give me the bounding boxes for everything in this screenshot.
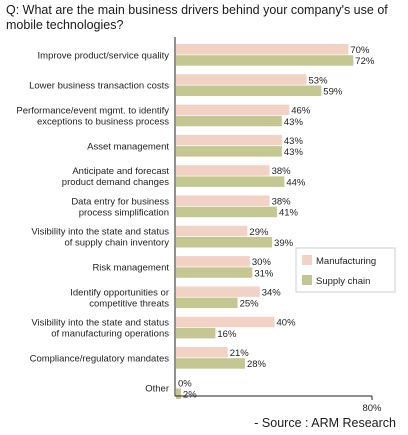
bar-supply-chain [176,85,322,96]
data-label: 38% [272,166,292,177]
data-label: 25% [240,299,260,310]
data-label: 59% [323,87,343,98]
category-label: Anticipate and forecast product demand ch… [62,166,170,188]
bar-supply-chain [176,297,238,309]
data-label: 34% [262,287,282,298]
category-label: Risk management [92,262,169,273]
data-label: 0% [178,378,192,389]
data-label: 43% [284,136,304,147]
source-note: - Source : ARM Research [254,416,396,430]
bar-manufacturing [176,104,290,116]
category-label: Visibility into the state and status of m… [31,318,169,340]
category-label: Improve product/service quality [38,50,170,61]
data-label: 28% [247,359,267,370]
bar-supply-chain [176,115,282,127]
bar-supply-chain [176,55,354,66]
bars-group: 70%72%53%59%46%43%43%43%38%44%38%41%29%3… [176,44,375,401]
legend-swatch [302,255,312,265]
bar-manufacturing [176,316,275,328]
data-label: 40% [277,318,297,329]
data-label: 41% [279,208,299,219]
data-label: 46% [291,106,311,117]
bar-manufacturing [176,256,250,267]
category-label: Other [145,384,169,395]
data-label: 29% [249,227,269,238]
legend: Manufacturing Supply chain [295,247,396,293]
category-label: Data entry for business process simplific… [71,196,169,218]
bar-manufacturing [176,134,282,146]
category-labels-group: Improve product/service quality Lower bus… [16,50,169,394]
bar-manufacturing [176,195,270,206]
bar-supply-chain [176,327,216,339]
data-label: 39% [274,238,294,249]
data-label: 30% [252,257,272,268]
bar-supply-chain [176,267,253,278]
bar-supply-chain [176,146,282,157]
legend-swatch [302,275,312,285]
legend-label: Manufacturing [316,256,376,267]
data-label: 72% [355,56,375,67]
data-label: 31% [254,268,274,279]
bar-supply-chain [176,237,273,248]
bar-manufacturing [176,74,307,85]
category-label: Lower business transaction costs [29,81,169,92]
axes-group: 80% [174,37,382,414]
bar-supply-chain [176,176,285,187]
bar-manufacturing [176,286,260,297]
data-label: 70% [350,45,370,56]
chart-question-title: Q: What are the main business drivers be… [6,3,388,32]
category-label: Performance/event mgmt. to identify excep… [16,105,169,127]
data-label: 43% [284,117,304,128]
bar-supply-chain [176,206,277,218]
data-label: 44% [286,177,306,188]
bar-manufacturing [176,165,270,176]
category-label: Compliance/regulatory mandates [30,353,170,364]
data-label: 43% [284,147,304,158]
legend-label: Supply chain [316,276,370,287]
data-label: 21% [230,348,250,359]
bar-manufacturing [176,44,349,55]
legend-box [295,247,396,293]
category-label: Asset management [87,141,169,152]
category-label: Visibility into the state and status of s… [31,227,169,249]
bar-manufacturing [176,225,248,237]
data-label: 38% [272,197,292,208]
data-label: 16% [217,329,237,340]
bar-supply-chain [176,388,181,399]
data-label: 2% [183,390,197,401]
data-label: 53% [309,75,329,86]
bar-supply-chain [176,358,245,369]
category-label: Identify opportunities or competitive thr… [70,287,169,309]
x-tick-label: 80% [362,403,382,414]
bar-manufacturing [176,347,228,358]
